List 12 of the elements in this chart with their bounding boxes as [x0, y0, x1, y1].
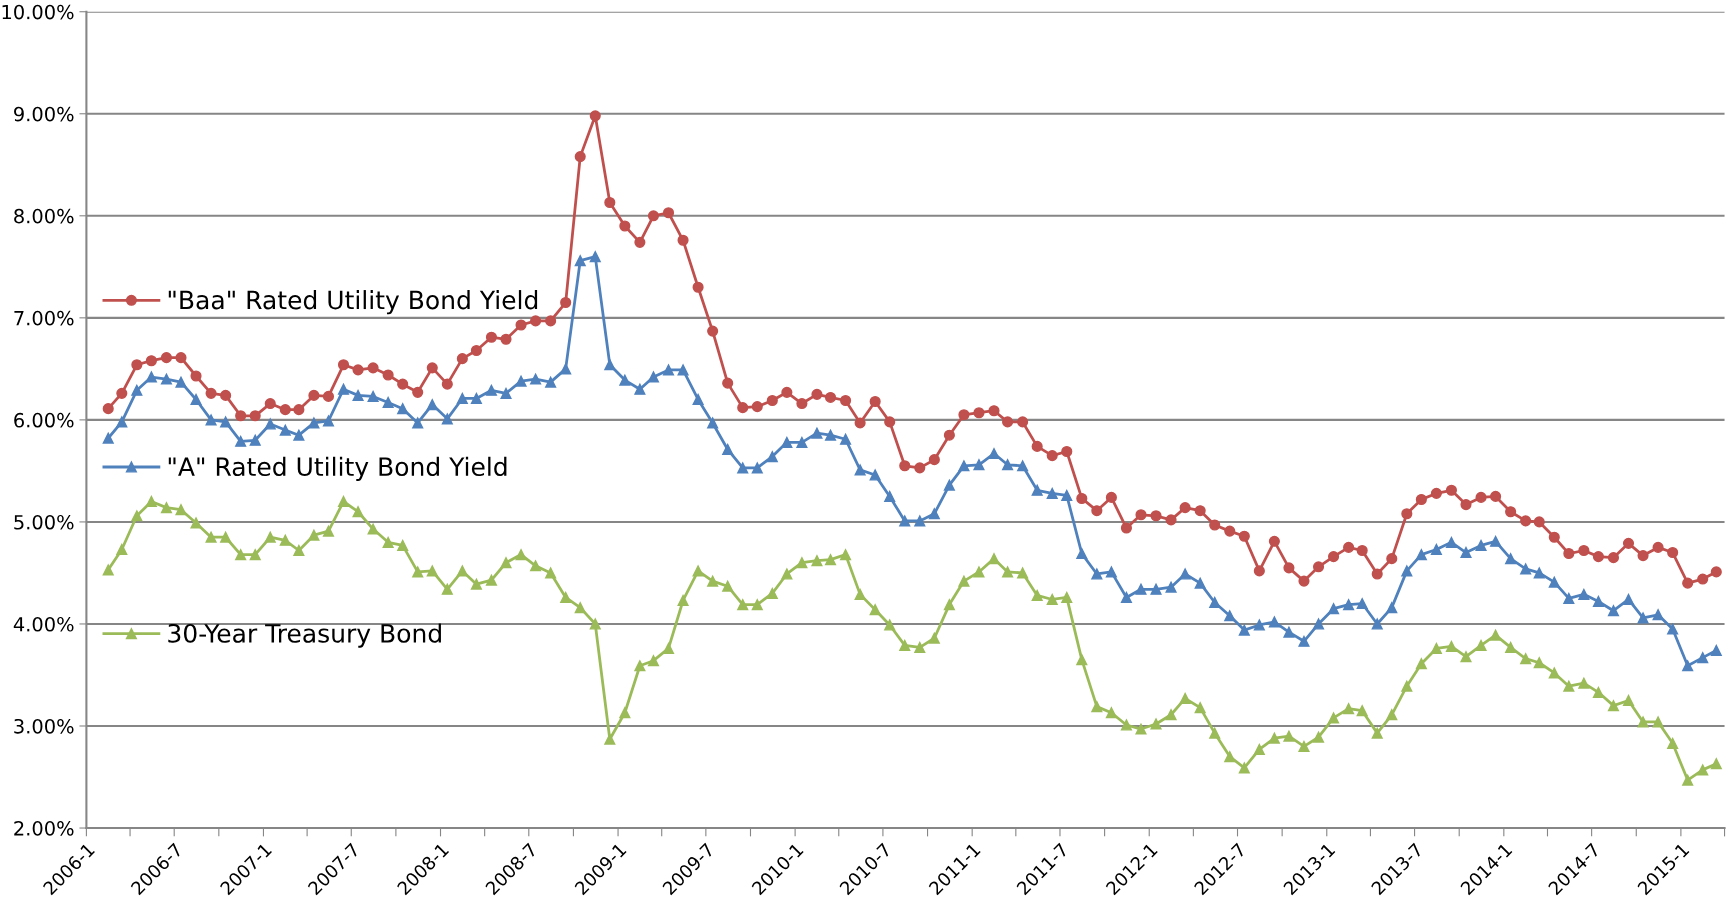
- legend-label: "Baa" Rated Utility Bond Yield: [168, 290, 538, 315]
- y-tick-label: 9.00%: [14, 106, 74, 122]
- y-tick-label: 7.00%: [14, 310, 74, 326]
- y-tick-label: 4.00%: [13, 616, 74, 632]
- y-tick-label: 5.00%: [14, 514, 74, 530]
- y-tick-label: 6.00%: [14, 412, 74, 428]
- legend-label: 30-Year Treasury Bond: [168, 623, 441, 648]
- y-tick-label: 3.00%: [14, 718, 74, 734]
- y-tick-label: 2.00%: [14, 820, 74, 836]
- y-tick-label: 10.00%: [2, 4, 74, 20]
- legend-label: "A" Rated Utility Bond Yield: [168, 456, 507, 481]
- y-tick-label: 8.00%: [14, 208, 74, 224]
